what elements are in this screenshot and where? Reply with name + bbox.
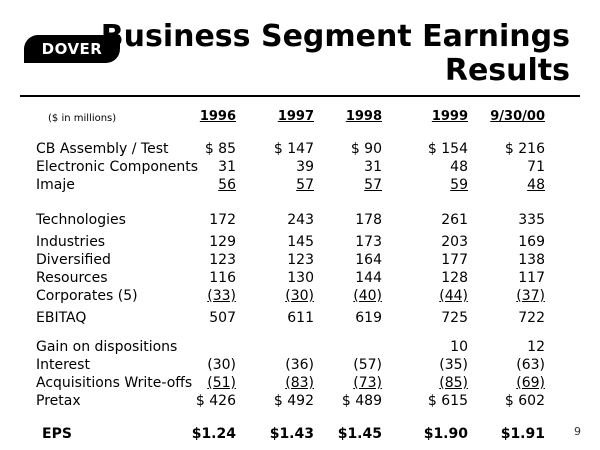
table-cell: (69) xyxy=(516,375,545,391)
title-divider xyxy=(20,95,580,97)
table-cell: 117 xyxy=(518,270,545,286)
row-label: Diversified xyxy=(36,252,111,268)
table-cell: 177 xyxy=(441,252,468,268)
table-cell: 56 xyxy=(218,177,236,193)
table-cell: 335 xyxy=(518,212,545,228)
logo-text: DOVER xyxy=(41,40,103,58)
table-cell: 507 xyxy=(209,310,236,326)
table-cell: $ 154 xyxy=(427,141,468,157)
column-header: 1999 xyxy=(431,109,468,124)
slide-title: Business Segment Earnings Results xyxy=(101,20,570,88)
table-cell: 39 xyxy=(296,159,314,175)
row-label: Imaje xyxy=(36,177,75,193)
row-label: Technologies xyxy=(36,212,126,228)
table-cell: (35) xyxy=(439,357,468,373)
table-cell: 611 xyxy=(287,310,314,326)
table-cell: (57) xyxy=(353,357,382,373)
table-cell: $ 216 xyxy=(504,141,545,157)
table-cell: 57 xyxy=(364,177,382,193)
table-cell: 123 xyxy=(209,252,236,268)
column-header: 9/30/00 xyxy=(490,109,545,124)
table-cell: $ 602 xyxy=(504,393,545,409)
row-label: Resources xyxy=(36,270,108,286)
table-cell: 164 xyxy=(355,252,382,268)
row-label: Pretax xyxy=(36,393,81,409)
table-cell: 130 xyxy=(287,270,314,286)
row-label: CB Assembly / Test xyxy=(36,141,169,157)
table-cell: 725 xyxy=(441,310,468,326)
table-cell: 138 xyxy=(518,252,545,268)
table-cell: (44) xyxy=(439,288,468,304)
table-cell: 172 xyxy=(209,212,236,228)
table-cell: (33) xyxy=(207,288,236,304)
row-label: EBITAQ xyxy=(36,310,87,326)
table-cell: $ 90 xyxy=(350,141,382,157)
table-cell: (63) xyxy=(516,357,545,373)
table-cell: 12 xyxy=(527,339,545,355)
table-cell: $ 492 xyxy=(273,393,314,409)
row-label: Interest xyxy=(36,357,90,373)
table-cell: 619 xyxy=(355,310,382,326)
table-cell: $1.24 xyxy=(191,426,236,442)
table-cell: 57 xyxy=(296,177,314,193)
table-cell: (85) xyxy=(439,375,468,391)
row-label: Electronic Components xyxy=(36,159,199,175)
table-cell: (37) xyxy=(516,288,545,304)
row-label: Industries xyxy=(36,234,106,250)
table-cell: 71 xyxy=(527,159,545,175)
units-label: ($ in millions) xyxy=(48,113,117,124)
table-cell: 261 xyxy=(441,212,468,228)
row-label: Gain on dispositions xyxy=(36,339,178,355)
table-cell: 31 xyxy=(364,159,382,175)
table-cell: $ 615 xyxy=(427,393,468,409)
table-cell: 129 xyxy=(209,234,236,250)
table-cell: $1.90 xyxy=(423,426,468,442)
table-cell: 128 xyxy=(441,270,468,286)
table-cell: 203 xyxy=(441,234,468,250)
table-cell: 59 xyxy=(450,177,468,193)
table-cell: (30) xyxy=(285,288,314,304)
table-cell: (83) xyxy=(285,375,314,391)
page-number: 9 xyxy=(574,425,581,438)
table-cell: 178 xyxy=(355,212,382,228)
table-cell: $ 147 xyxy=(273,141,314,157)
column-header: 1996 xyxy=(199,109,236,124)
table-cell: (30) xyxy=(207,357,236,373)
table-cell: 48 xyxy=(527,177,545,193)
column-header: 1997 xyxy=(277,109,314,124)
table-cell: (36) xyxy=(285,357,314,373)
table-cell: 722 xyxy=(518,310,545,326)
title-line-1: Business Segment Earnings xyxy=(100,19,570,54)
table-cell: $1.91 xyxy=(500,426,545,442)
table-cell: 173 xyxy=(355,234,382,250)
table-cell: $ 426 xyxy=(195,393,236,409)
row-label: Acquisitions Write-offs xyxy=(36,375,193,391)
row-label: EPS xyxy=(42,426,72,442)
column-header: 1998 xyxy=(345,109,382,124)
table-cell: 10 xyxy=(450,339,468,355)
table-cell: (51) xyxy=(207,375,236,391)
table-cell: 145 xyxy=(287,234,314,250)
dover-logo: DOVER xyxy=(24,35,120,63)
table-cell: 116 xyxy=(209,270,236,286)
table-cell: (73) xyxy=(353,375,382,391)
table-cell: 123 xyxy=(287,252,314,268)
table-cell: 144 xyxy=(355,270,382,286)
table-cell: 31 xyxy=(218,159,236,175)
title-line-2: Results xyxy=(444,53,570,88)
table-cell: $1.43 xyxy=(269,426,314,442)
row-label: Corporates (5) xyxy=(36,288,138,304)
table-cell: 48 xyxy=(450,159,468,175)
table-cell: $ 489 xyxy=(341,393,382,409)
table-cell: $ 85 xyxy=(204,141,236,157)
table-cell: $1.45 xyxy=(337,426,382,442)
table-cell: 243 xyxy=(287,212,314,228)
table-cell: (40) xyxy=(353,288,382,304)
table-cell: 169 xyxy=(518,234,545,250)
